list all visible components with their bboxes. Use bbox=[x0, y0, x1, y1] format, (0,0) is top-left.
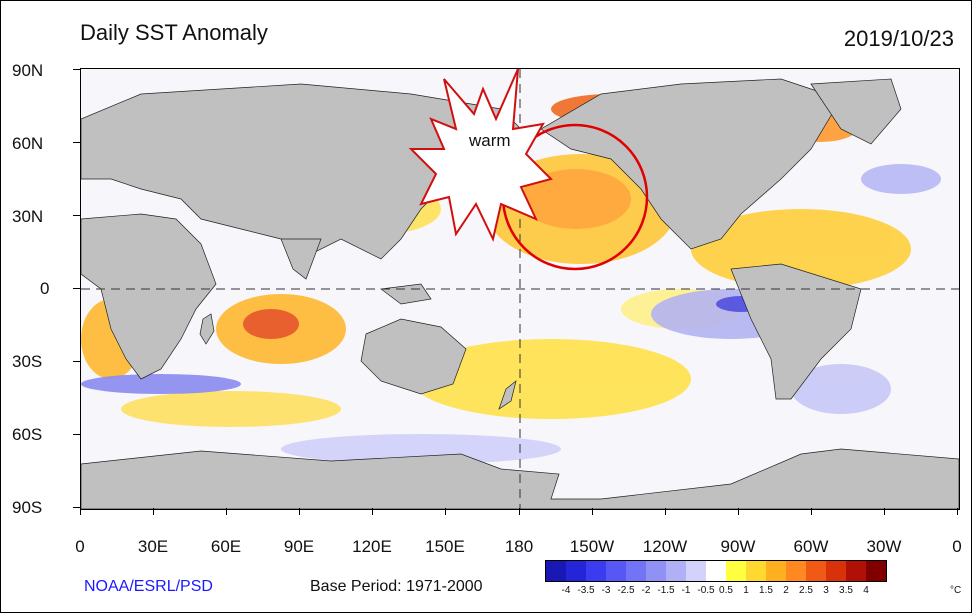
lon-tick bbox=[592, 508, 593, 515]
sst-anomaly-map bbox=[81, 69, 959, 509]
lat-label: 60N bbox=[12, 134, 44, 153]
lon-tick bbox=[153, 508, 154, 515]
lat-label: 90S bbox=[12, 498, 43, 517]
lon-label: 90W bbox=[720, 537, 756, 556]
legend-label: -3.5 bbox=[577, 585, 595, 596]
lon-label: 0 bbox=[952, 537, 962, 556]
lon-tick bbox=[80, 508, 81, 515]
legend-label: -2.5 bbox=[617, 585, 635, 596]
legend-label: 3 bbox=[823, 585, 829, 596]
map-title: Daily SST Anomaly bbox=[80, 20, 268, 45]
lon-label: 60W bbox=[793, 537, 829, 556]
legend-label: -0.5 bbox=[697, 585, 715, 596]
legend-swatch bbox=[806, 561, 826, 581]
map-panel bbox=[80, 68, 960, 510]
lon-tick bbox=[811, 508, 812, 515]
lat-label: 30S bbox=[12, 352, 43, 371]
legend-label: 1 bbox=[743, 585, 749, 596]
lat-tick bbox=[73, 288, 80, 289]
lon-tick bbox=[665, 508, 666, 515]
lat-label: 90N bbox=[12, 61, 44, 80]
lon-tick bbox=[957, 508, 958, 515]
lat-tick bbox=[73, 507, 80, 508]
legend-swatch bbox=[606, 561, 626, 581]
legend-unit: °C bbox=[950, 585, 962, 596]
lon-tick bbox=[372, 508, 373, 515]
land-masses bbox=[81, 78, 959, 509]
legend-swatch bbox=[706, 561, 726, 581]
lon-label: 0 bbox=[75, 537, 85, 556]
legend-swatch bbox=[786, 561, 806, 581]
legend-label: 0.5 bbox=[719, 585, 733, 596]
lon-tick bbox=[738, 508, 739, 515]
legend-label: -2 bbox=[641, 585, 651, 596]
lat-tick bbox=[73, 434, 80, 435]
legend-label: 3.5 bbox=[839, 585, 853, 596]
legend-swatch bbox=[586, 561, 606, 581]
lon-label: 30E bbox=[137, 537, 169, 556]
lon-tick bbox=[299, 508, 300, 515]
lon-label: 30W bbox=[866, 537, 902, 556]
legend-label: 2.5 bbox=[799, 585, 813, 596]
legend-label: 1.5 bbox=[759, 585, 773, 596]
legend-swatch bbox=[826, 561, 846, 581]
legend-swatch bbox=[566, 561, 586, 581]
legend-swatch bbox=[766, 561, 786, 581]
lat-label: 0 bbox=[40, 279, 50, 298]
lat-tick bbox=[73, 361, 80, 362]
lon-tick bbox=[519, 508, 520, 515]
credit-text: NOAA/ESRL/PSD bbox=[84, 578, 213, 595]
legend-swatch bbox=[546, 561, 566, 581]
lat-tick bbox=[73, 142, 80, 143]
legend-swatch bbox=[686, 561, 706, 581]
legend-swatch bbox=[626, 561, 646, 581]
lon-label: 90E bbox=[283, 537, 315, 556]
legend-label: -4 bbox=[561, 585, 571, 596]
legend-swatch bbox=[846, 561, 866, 581]
legend-swatch bbox=[866, 561, 886, 581]
color-legend bbox=[545, 560, 887, 582]
legend-label: -1.5 bbox=[657, 585, 675, 596]
lon-label: 120E bbox=[352, 537, 392, 556]
legend-label: 2 bbox=[783, 585, 789, 596]
lat-label: 60S bbox=[12, 425, 43, 444]
lat-tick bbox=[73, 215, 80, 216]
warm-callout-burst bbox=[408, 69, 553, 242]
lon-label: 150W bbox=[569, 537, 615, 556]
lon-tick bbox=[884, 508, 885, 515]
lon-label: 150E bbox=[425, 537, 465, 556]
legend-swatch bbox=[746, 561, 766, 581]
lat-label: 30N bbox=[12, 207, 44, 226]
callout-label: warm bbox=[469, 131, 511, 150]
legend-label: -3 bbox=[601, 585, 611, 596]
legend-swatch bbox=[646, 561, 666, 581]
lon-tick bbox=[226, 508, 227, 515]
lon-tick bbox=[445, 508, 446, 515]
base-period-text: Base Period: 1971-2000 bbox=[310, 578, 483, 595]
lon-label: 60E bbox=[210, 537, 242, 556]
legend-label: -1 bbox=[681, 585, 691, 596]
legend-label: 4 bbox=[863, 585, 869, 596]
legend-swatch bbox=[666, 561, 686, 581]
lat-tick bbox=[73, 69, 80, 70]
lon-label: 120W bbox=[642, 537, 688, 556]
lon-label: 180 bbox=[504, 537, 534, 556]
legend-swatch bbox=[726, 561, 746, 581]
map-date: 2019/10/23 bbox=[843, 26, 954, 51]
